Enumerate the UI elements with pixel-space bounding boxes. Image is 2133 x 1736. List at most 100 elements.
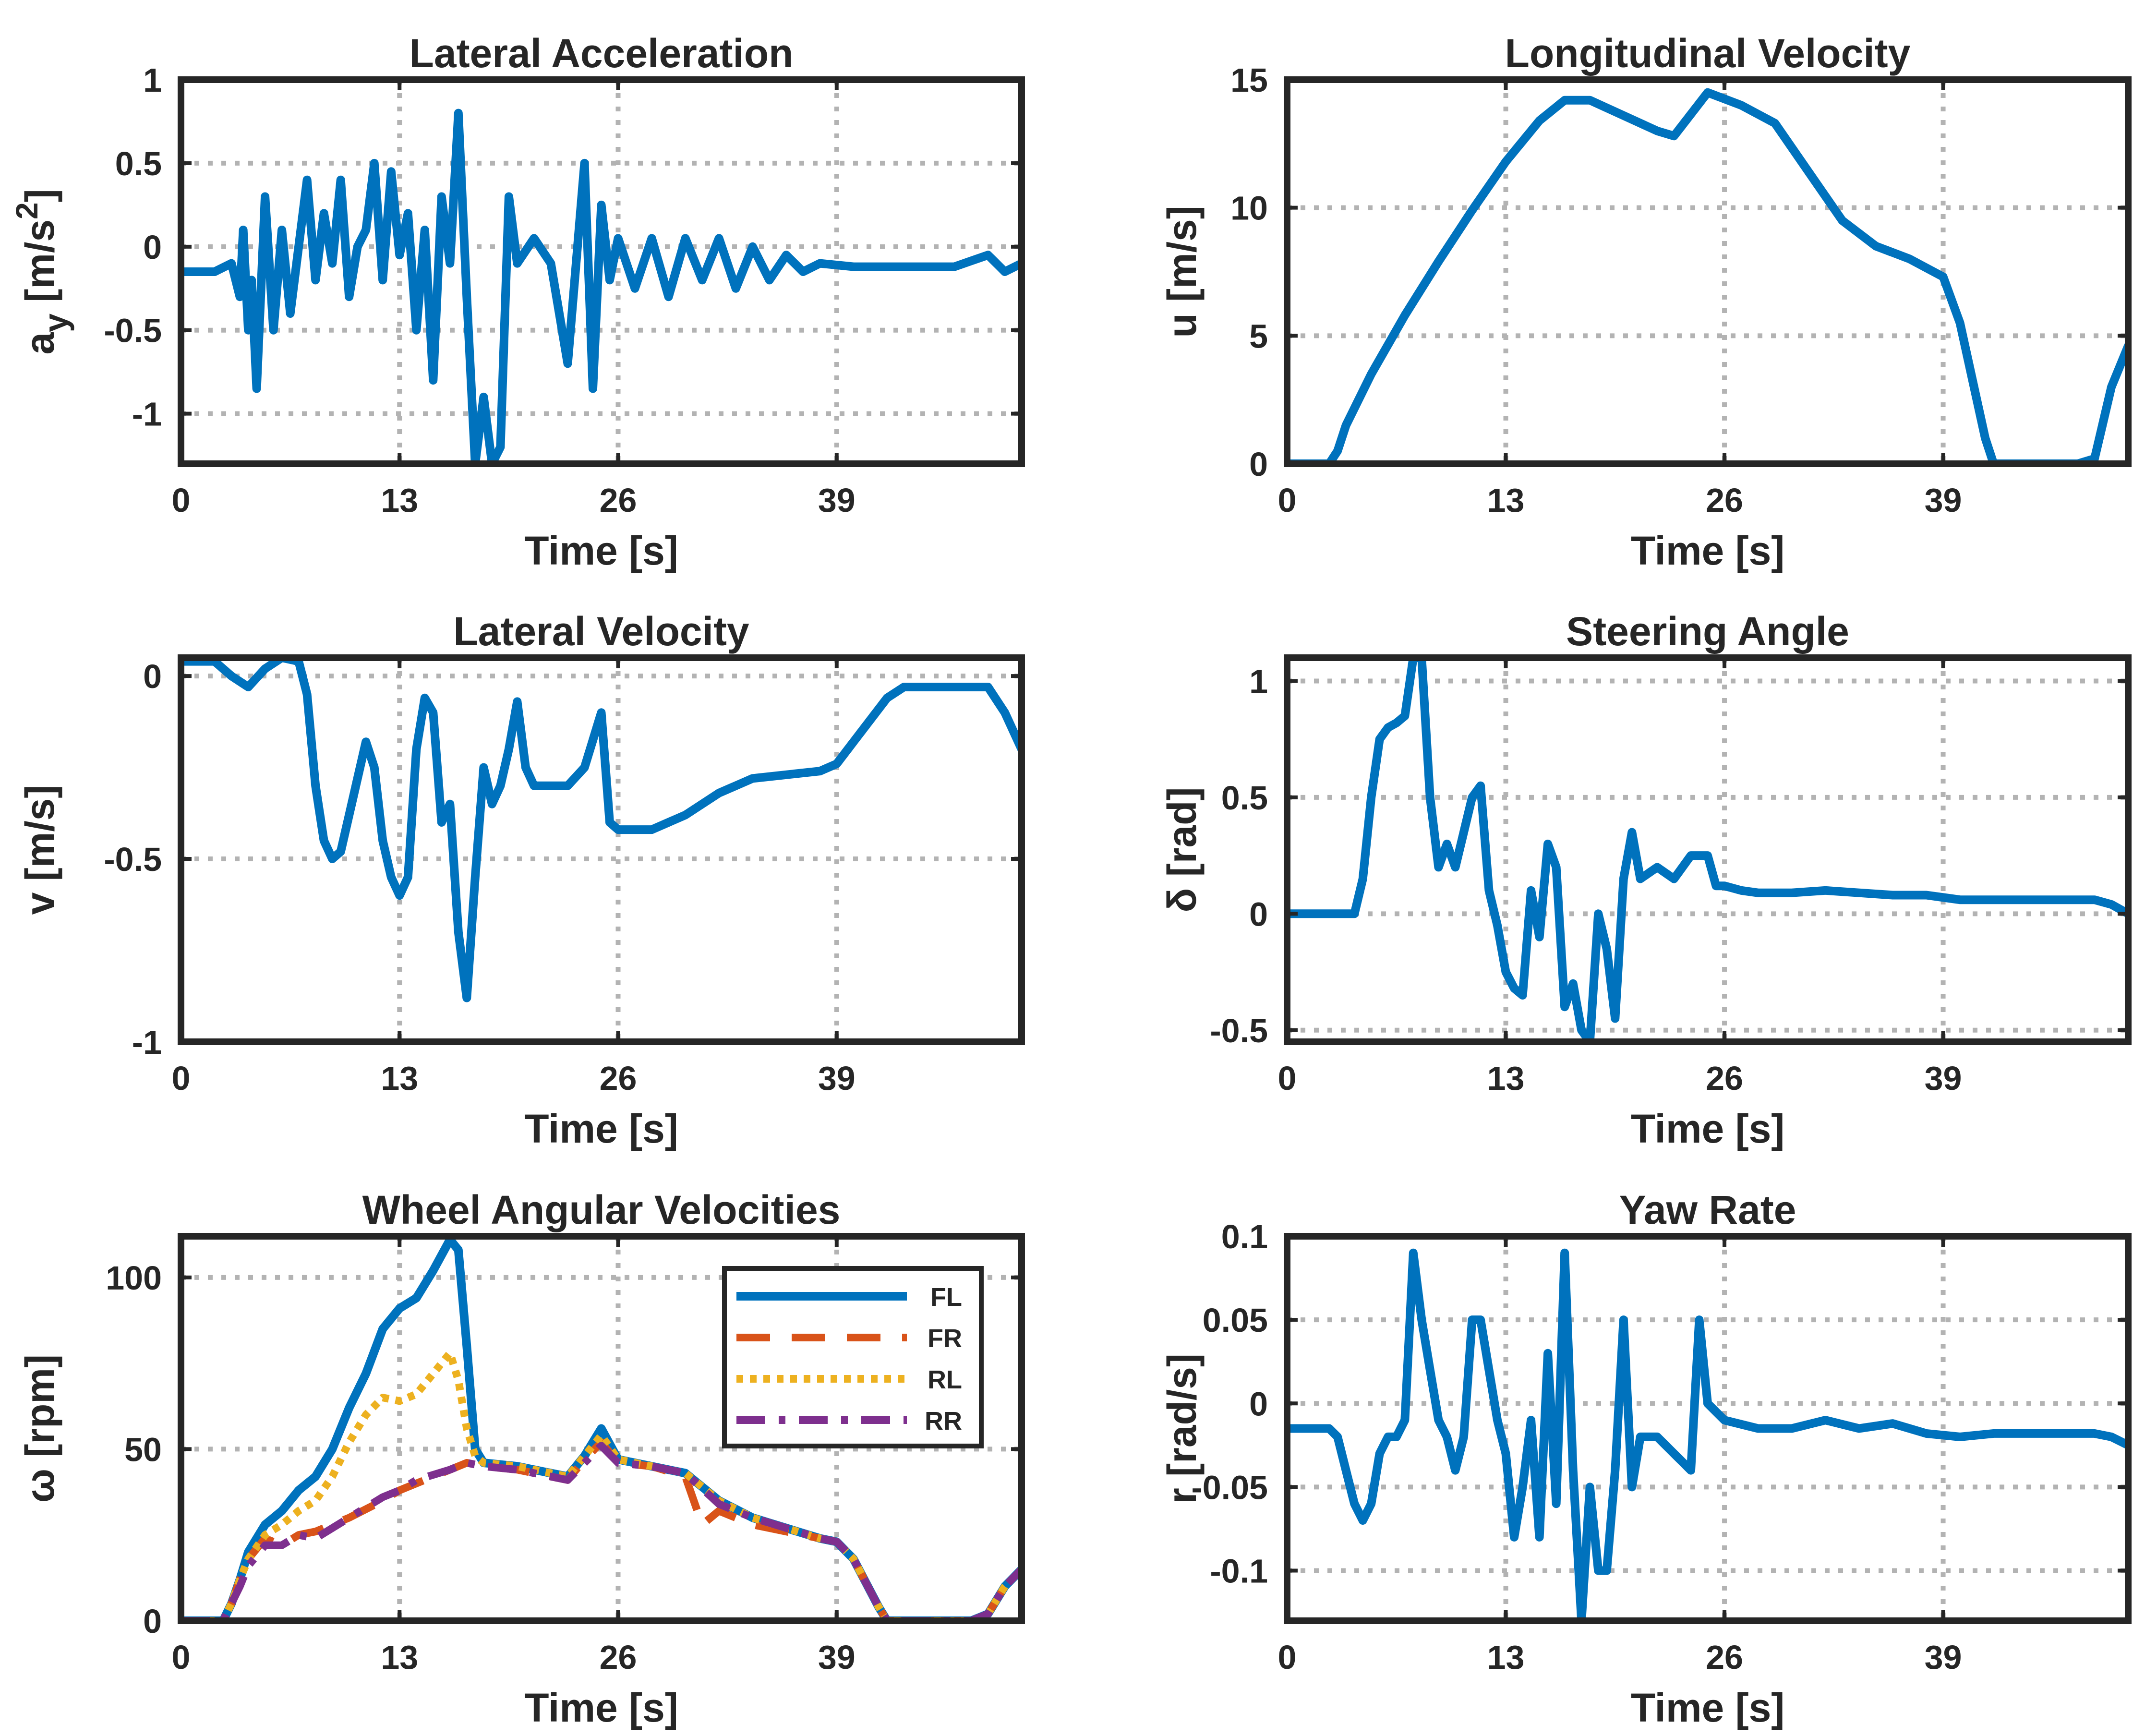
y-tick-label: -0.5 — [104, 841, 162, 878]
y-tick-label: -0.5 — [1210, 1012, 1268, 1049]
x-axis-label: Time [s] — [524, 1106, 678, 1151]
y-tick-label: 0.5 — [115, 145, 162, 182]
y-tick-label: 0 — [1249, 895, 1268, 933]
chart-panel-6: 0 13 26 39 -0.1 -0.05 0 0.05 0.1 Yaw Rate Time [s]… — [1159, 1187, 2132, 1730]
y-tick-label: 0.1 — [1221, 1218, 1268, 1255]
legend-label-rl: RL — [928, 1365, 962, 1394]
series-line-u — [1287, 88, 2128, 464]
x-axis-label: Time [s] — [1631, 1106, 1785, 1151]
axes-frame — [1284, 654, 2132, 1045]
y-tick-label: 1 — [143, 61, 162, 99]
y-axis-label: ay [m/s2] — [10, 189, 74, 354]
y-label-mid: [m/s — [17, 219, 62, 313]
y-tick-label: 0 — [1249, 446, 1268, 483]
y-tick-label: 0.05 — [1203, 1302, 1268, 1339]
chart-title: Lateral Velocity — [453, 609, 749, 654]
y-tick-label: 0.5 — [1221, 779, 1268, 817]
x-tick-label: 13 — [1487, 1639, 1525, 1676]
x-tick-label: 39 — [818, 1060, 856, 1097]
y-axis-label: v [m/s] — [17, 785, 62, 915]
series-line-r — [1287, 1248, 2128, 1621]
y-tick-label: -0.05 — [1191, 1469, 1268, 1506]
y-tick-label: 100 — [106, 1259, 162, 1297]
series-group — [1287, 88, 2128, 464]
series-line-delta — [1287, 658, 2128, 1042]
legend-label-fr: FR — [928, 1324, 962, 1353]
x-tick-label: 13 — [381, 482, 418, 519]
x-tick-label: 39 — [1925, 482, 1962, 519]
chart-title: Yaw Rate — [1619, 1187, 1796, 1232]
x-tick-label: 0 — [172, 482, 191, 519]
axes-frame — [178, 76, 1025, 467]
x-tick-label: 39 — [818, 1639, 856, 1676]
axes-frame — [178, 1233, 1025, 1624]
axes-frame — [1284, 76, 2132, 467]
legend-label-fl: FL — [930, 1283, 962, 1312]
series-line-a-y — [181, 108, 1022, 464]
legend: FL FR RL RR — [722, 1266, 984, 1448]
x-tick-label: 26 — [1706, 482, 1743, 519]
x-tick-label: 0 — [1278, 1639, 1297, 1676]
x-tick-label: 26 — [600, 482, 637, 519]
axes-frame — [1284, 1233, 2132, 1624]
y-tick-label: 0 — [143, 1603, 162, 1640]
x-axis-label: Time [s] — [524, 1685, 678, 1730]
y-tick-label: 5 — [1249, 317, 1268, 355]
chart-panel-3: 0 13 26 39 -1 -0.5 0 Lateral Velocity Time [s] v … — [17, 609, 1025, 1151]
y-axis-label: u [m/s] — [1159, 205, 1205, 338]
y-tick-label: 10 — [1230, 190, 1268, 227]
y-tick-label: -1 — [132, 396, 162, 433]
x-tick-label: 13 — [1487, 482, 1525, 519]
y-axis-label: r [rad/s] — [1159, 1353, 1205, 1504]
y-tick-label: 1 — [1249, 663, 1268, 700]
y-tick-label: -1 — [132, 1024, 162, 1061]
x-tick-label: 26 — [600, 1060, 637, 1097]
chart-panel-5: 0 13 26 39 0 50 100 Wheel Angular Velocities Tim… — [17, 1187, 1025, 1730]
x-tick-label: 0 — [1278, 482, 1297, 519]
series-line-v — [181, 658, 1022, 1002]
x-tick-label: 26 — [1706, 1060, 1743, 1097]
y-tick-label: -0.5 — [104, 312, 162, 350]
x-axis-label: Time [s] — [1631, 528, 1785, 573]
x-axis-label: Time [s] — [524, 528, 678, 573]
x-tick-label: 39 — [1925, 1639, 1962, 1676]
series-group — [1287, 1248, 2128, 1621]
y-tick-label: 15 — [1230, 61, 1268, 99]
x-tick-label: 13 — [1487, 1060, 1525, 1097]
y-label-main: a — [17, 332, 62, 355]
chart-title: Steering Angle — [1566, 609, 1849, 654]
series-group — [181, 658, 1022, 1002]
x-tick-label: 0 — [172, 1060, 191, 1097]
y-tick-label: 50 — [124, 1431, 162, 1468]
y-tick-label: -0.1 — [1210, 1553, 1268, 1590]
x-tick-label: 13 — [381, 1639, 418, 1676]
chart-title: Wheel Angular Velocities — [362, 1187, 841, 1232]
chart-panel-1: 0 13 26 39 -1 -0.5 0 0.5 1 Lateral Acceleration Ti… — [10, 31, 1025, 573]
y-tick-label: 0 — [1249, 1385, 1268, 1423]
x-tick-label: 39 — [818, 482, 856, 519]
x-tick-label: 26 — [1706, 1639, 1743, 1676]
x-tick-label: 0 — [1278, 1060, 1297, 1097]
chart-panel-4: 0 13 26 39 -0.5 0 0.5 1 Steering Angle Time [s] δ … — [1159, 609, 2132, 1151]
y-label-sub: y — [37, 313, 74, 332]
series-group — [1287, 658, 2128, 1042]
axes-frame — [178, 654, 1025, 1045]
x-tick-label: 39 — [1925, 1060, 1962, 1097]
y-axis-label: ω [rpm] — [17, 1354, 62, 1503]
x-axis-label: Time [s] — [1631, 1685, 1785, 1730]
chart-title: Lateral Acceleration — [410, 31, 794, 76]
y-tick-label: 0 — [143, 229, 162, 266]
chart-panel-2: 0 13 26 39 0 5 10 15 Longitudinal Velocity Time [… — [1159, 31, 2132, 573]
x-tick-label: 26 — [600, 1639, 637, 1676]
series-group — [181, 108, 1022, 464]
chart-title: Longitudinal Velocity — [1505, 31, 1911, 76]
y-axis-label: δ [rad] — [1159, 787, 1205, 913]
x-tick-label: 0 — [172, 1639, 191, 1676]
x-tick-label: 13 — [381, 1060, 418, 1097]
series-line-rl — [181, 1349, 1022, 1621]
legend-label-rr: RR — [925, 1407, 962, 1435]
y-tick-label: 0 — [143, 658, 162, 695]
y-label-end: ] — [17, 189, 62, 202]
